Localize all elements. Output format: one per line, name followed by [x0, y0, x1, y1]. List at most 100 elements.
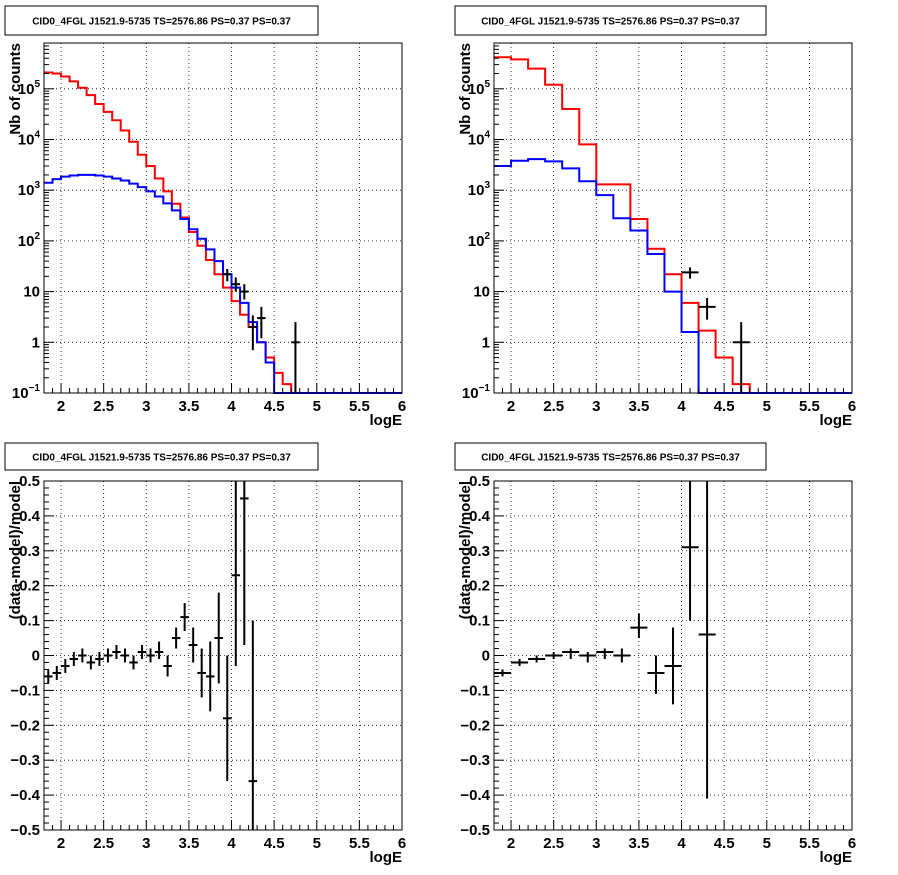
- data-point: [630, 613, 648, 639]
- y-tick-label: 0.1: [19, 613, 40, 630]
- x-tick-label: 4: [677, 398, 686, 415]
- y-tick-label: −0.4: [460, 787, 490, 804]
- x-tick-label: 5.5: [799, 835, 820, 852]
- y-tick-base: 0.1: [469, 613, 490, 630]
- y-tick-exponent: 5: [34, 79, 40, 90]
- y-tick-base: 0.4: [19, 508, 41, 525]
- data-point: [95, 652, 104, 666]
- y-tick-base: −0.4: [460, 787, 490, 804]
- y-tick-label: 104: [468, 129, 491, 148]
- chart-title-box: [454, 442, 767, 471]
- y-tick-exponent: −1: [29, 383, 41, 394]
- y-tick-label: 0.2: [19, 578, 40, 595]
- y-axis: −0.5 −0.4 −0.3 −0.2 −0.1 0 0.1 0.2 0.3 0.4 0.5(dat…: [457, 473, 504, 839]
- y-tick-label: 0.4: [19, 508, 41, 525]
- histogram-step-line: [44, 71, 402, 394]
- y-tick-base: 10: [18, 233, 35, 250]
- data-point: [163, 655, 172, 677]
- y-tick-label: 0.2: [469, 578, 490, 595]
- x-tick-label: 6: [398, 835, 406, 852]
- y-tick-label: 103: [18, 180, 41, 199]
- y-tick-label: 0.4: [469, 508, 491, 525]
- data-point: [86, 655, 96, 670]
- data-point: [698, 481, 716, 799]
- x-tick-label: 4: [227, 398, 236, 415]
- y-tick-label: 1: [482, 334, 490, 351]
- y-tick-label: 102: [18, 231, 41, 250]
- x-tick-label: 5: [313, 398, 321, 415]
- y-tick-base: 10: [468, 81, 485, 98]
- series-3: [681, 267, 750, 393]
- x-tick-label: 3: [142, 398, 150, 415]
- x-tick-label: 2: [57, 835, 65, 852]
- x-tick-label: 3: [592, 398, 600, 415]
- data-point: [240, 481, 249, 646]
- y-tick-label: 104: [18, 129, 41, 148]
- data-point: [698, 297, 716, 320]
- plot-frame: [493, 42, 853, 394]
- x-tick-label: 2.5: [93, 398, 114, 415]
- data-point: [681, 481, 699, 621]
- x-tick-label: 2.5: [93, 835, 114, 852]
- data-point: [78, 648, 87, 663]
- x-tick-label: 2: [57, 398, 65, 415]
- y-tick-base: 10: [23, 284, 40, 301]
- x-tick-label: 5.5: [349, 398, 370, 415]
- y-tick-label: −0.5: [460, 822, 490, 839]
- data-point: [188, 627, 198, 663]
- x-tick-label: 5.5: [349, 835, 370, 852]
- y-tick-label: 0.3: [469, 543, 490, 560]
- y-axis: −0.5 −0.4 −0.3 −0.2 −0.1 0 0.1 0.2 0.3 0.4 0.5(dat…: [7, 473, 54, 839]
- x-tick-label: 3: [592, 835, 600, 852]
- series-1: [44, 481, 258, 830]
- chart-title-box: [454, 5, 767, 36]
- data-point: [154, 641, 164, 659]
- y-tick-base: 0.2: [469, 578, 490, 595]
- data-point: [180, 603, 189, 632]
- x-tick-label: 3.5: [178, 835, 199, 852]
- y-tick-base: 10: [18, 182, 35, 199]
- histogram-step-line: [494, 158, 852, 394]
- y-tick-exponent: 2: [34, 231, 40, 242]
- y-tick-label: 0.5: [469, 473, 490, 490]
- y-tick-exponent: 4: [484, 129, 490, 140]
- y-tick-base: 10: [468, 182, 485, 199]
- x-tick-label: 5: [763, 398, 771, 415]
- chart-panel-2: CID0_4FGL J1521.9-5735 TS=2576.86 PS=0.3…: [454, 5, 856, 429]
- data-point: [681, 267, 699, 279]
- y-tick-base: 0.4: [469, 508, 491, 525]
- x-tick-label: 6: [398, 398, 406, 415]
- x-tick-label: 2: [507, 398, 515, 415]
- chart-panel-1: CID0_4FGL J1521.9-5735 TS=2576.86 PS=0.3…: [4, 5, 406, 429]
- x-tick-label: 6: [848, 398, 856, 415]
- y-tick-base: −0.3: [460, 752, 490, 769]
- y-tick-label: −0.3: [460, 752, 490, 769]
- chart-panel-3: CID0_4FGL J1521.9-5735 TS=2576.86 PS=0.3…: [4, 442, 406, 866]
- series-1: [494, 481, 716, 799]
- series-3: [223, 268, 300, 393]
- y-tick-exponent: 4: [34, 129, 40, 140]
- data-point: [732, 322, 750, 393]
- y-tick-label: 0.5: [19, 473, 40, 490]
- data-point: [129, 655, 138, 670]
- x-tick-label: 4: [227, 835, 236, 852]
- y-tick-base: 10: [462, 385, 479, 402]
- y-tick-base: 0.3: [19, 543, 40, 560]
- x-tick-label: 5.5: [799, 398, 820, 415]
- y-axis-title: Nb of counts: [7, 43, 24, 135]
- y-tick-base: −0.5: [10, 822, 40, 839]
- x-tick-label: 6: [848, 835, 856, 852]
- x-tick-label: 5: [313, 835, 321, 852]
- y-tick-label: 10: [23, 284, 40, 301]
- y-tick-label: 105: [18, 79, 41, 98]
- y-tick-base: 1: [482, 334, 490, 351]
- data-point: [223, 268, 232, 282]
- y-tick-base: 10: [12, 385, 29, 402]
- y-tick-base: −0.1: [460, 682, 490, 699]
- y-tick-label: 103: [468, 180, 491, 199]
- data-point: [291, 322, 300, 393]
- x-tick-label: 3.5: [628, 398, 649, 415]
